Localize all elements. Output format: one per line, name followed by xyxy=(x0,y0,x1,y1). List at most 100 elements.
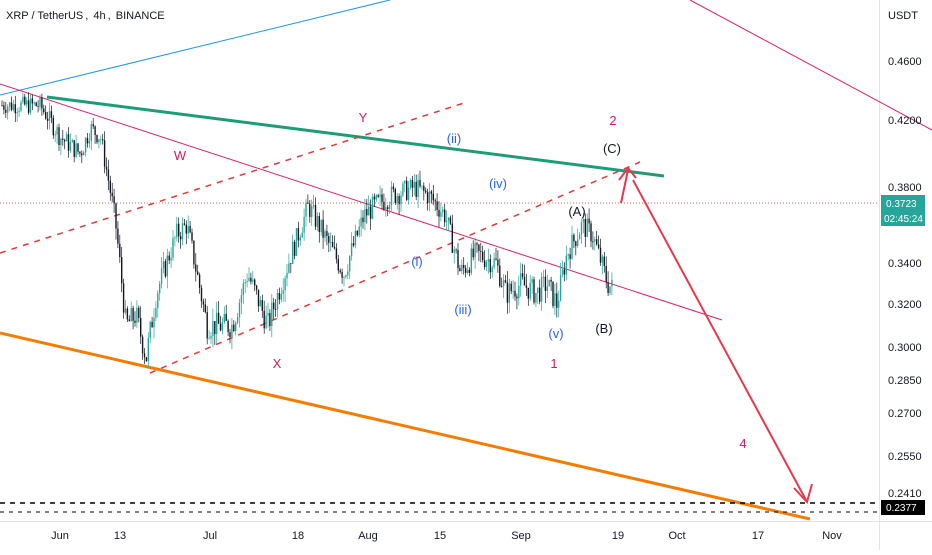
candle xyxy=(166,248,168,289)
candle xyxy=(563,262,566,282)
candle xyxy=(282,278,284,302)
candle xyxy=(461,259,463,274)
wave-label: Y xyxy=(359,110,368,125)
candle xyxy=(124,300,127,315)
candle xyxy=(312,194,315,209)
candle xyxy=(406,176,408,202)
candle xyxy=(128,315,130,322)
orange-support-line[interactable] xyxy=(0,331,811,521)
candle xyxy=(151,316,153,328)
candle xyxy=(24,93,26,106)
interval-label: 4h xyxy=(93,10,106,22)
candle xyxy=(79,151,81,157)
wave-label: (v) xyxy=(548,326,563,341)
projection-arrow-up[interactable] xyxy=(620,169,629,204)
candle xyxy=(314,197,317,231)
candle xyxy=(502,274,505,298)
candle xyxy=(242,279,244,305)
candle xyxy=(103,131,106,174)
red-dashed-channel-upper[interactable] xyxy=(0,101,468,254)
candle xyxy=(8,101,11,112)
x-tick-label: Sep xyxy=(511,530,531,542)
candle xyxy=(510,280,512,295)
candle xyxy=(297,221,300,248)
candle xyxy=(333,235,336,250)
candle xyxy=(198,272,201,294)
candle xyxy=(453,246,455,264)
candle xyxy=(491,265,493,279)
candle xyxy=(474,237,476,269)
y-tick-label: 0.3200 xyxy=(888,299,922,311)
candle xyxy=(303,208,305,241)
candle xyxy=(261,294,263,318)
candle xyxy=(170,247,172,268)
candle xyxy=(195,253,197,282)
candle xyxy=(504,274,507,284)
candle xyxy=(521,263,524,280)
candle xyxy=(229,328,231,344)
candle xyxy=(455,248,457,254)
candle xyxy=(271,294,273,338)
candle xyxy=(567,253,569,261)
candle xyxy=(599,238,602,266)
candle xyxy=(153,308,155,339)
candle xyxy=(580,219,583,244)
candle xyxy=(409,178,412,190)
candle xyxy=(451,214,453,253)
candle xyxy=(356,230,358,237)
candle xyxy=(518,275,520,306)
candle xyxy=(527,287,529,306)
candle xyxy=(39,94,41,111)
candle xyxy=(434,198,436,211)
candle xyxy=(197,264,199,276)
candle xyxy=(373,193,376,208)
candle xyxy=(369,199,372,230)
candle xyxy=(172,229,174,261)
candle xyxy=(92,118,94,130)
candle xyxy=(423,182,425,201)
candle xyxy=(98,139,100,149)
candle xyxy=(383,193,385,212)
candle xyxy=(208,330,210,340)
candle xyxy=(466,262,469,275)
candle xyxy=(50,105,53,124)
candle xyxy=(43,104,45,115)
blue-trendline[interactable] xyxy=(0,0,391,96)
candle xyxy=(379,185,381,206)
pink-descending-line[interactable] xyxy=(0,83,723,321)
candle xyxy=(299,234,301,246)
wave-label: (i) xyxy=(411,254,423,269)
candle xyxy=(265,305,267,330)
candle xyxy=(388,201,391,214)
candle xyxy=(164,258,167,279)
candle xyxy=(105,157,108,177)
projection-arrow-down[interactable] xyxy=(632,179,807,501)
candle xyxy=(301,227,303,238)
candle xyxy=(274,299,277,317)
candle xyxy=(320,219,322,236)
x-tick-label: Aug xyxy=(358,530,378,542)
y-tick-label: 0.4600 xyxy=(888,56,922,68)
magenta-trendline-top[interactable] xyxy=(689,0,932,131)
candle xyxy=(364,198,366,231)
candle xyxy=(362,210,364,229)
candle xyxy=(525,273,528,296)
candle xyxy=(601,254,604,275)
candle xyxy=(421,185,423,191)
chart-title: XRP / TetherUS, 4h, BINANCE xyxy=(6,10,165,22)
candle xyxy=(7,104,9,120)
candle xyxy=(381,188,383,210)
symbol-name: XRP / TetherUS xyxy=(6,10,84,22)
candle xyxy=(204,298,206,314)
green-resistance-line[interactable] xyxy=(46,95,665,178)
candle xyxy=(592,231,594,250)
candle xyxy=(69,133,72,154)
candle xyxy=(309,200,311,223)
candle xyxy=(46,111,49,130)
candle xyxy=(590,220,592,248)
candle xyxy=(45,105,47,120)
candle xyxy=(483,250,486,270)
x-tick-label: 17 xyxy=(752,530,764,542)
